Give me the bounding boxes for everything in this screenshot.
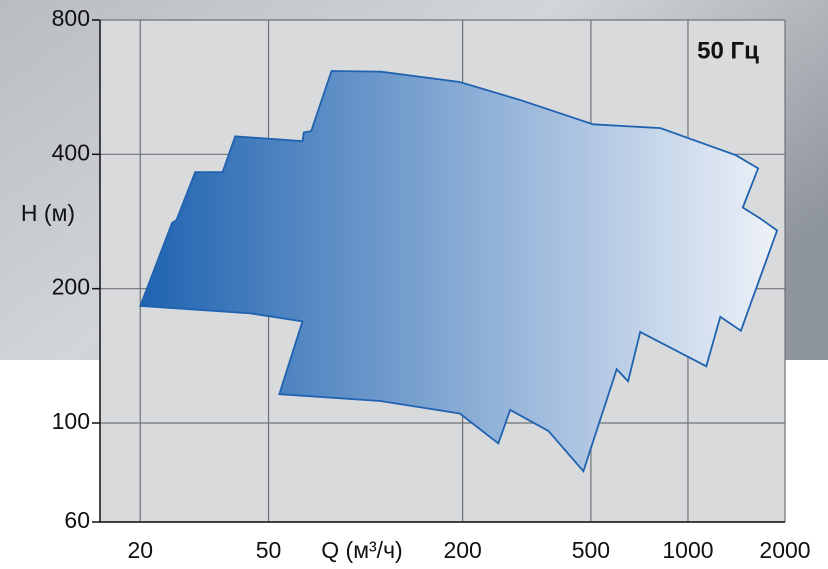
y-tick-label: 800 [52,5,90,31]
x-tick-label: 50 [256,537,282,563]
x-tick-label: 500 [572,537,610,563]
y-tick-label: 100 [52,408,90,434]
x-axis-label: Q (м³/ч) [321,537,402,563]
x-tick-label: 2000 [759,537,810,563]
x-tick-label: 1000 [662,537,713,563]
y-axis-label: H (м) [21,200,75,226]
x-tick-label: 20 [127,537,153,563]
annotation: 50 Гц [697,37,759,64]
chart: 50 Гц H (м) Q (м³/ч) 60 100 200 400 800 20 50 2… [0,0,828,569]
page: {"chart_data": {"type": "area-region", "… [0,0,828,569]
y-tick-label: 200 [52,274,90,300]
x-tick-label: 200 [443,537,481,563]
y-tick-label: 400 [52,139,90,165]
y-tick-label: 60 [64,507,90,533]
